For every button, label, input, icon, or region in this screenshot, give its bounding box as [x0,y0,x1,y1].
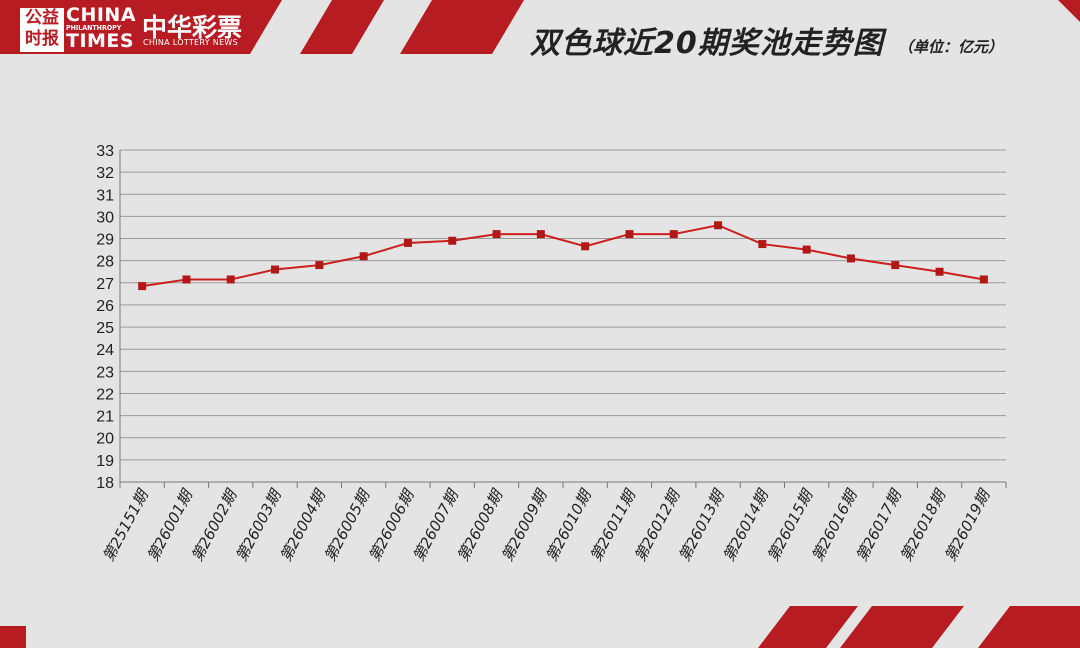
y-tick-label: 33 [96,143,114,160]
data-point [182,275,191,284]
y-tick-label: 27 [96,276,114,293]
chart-title: 双色球近20期奖池走势图 [530,26,884,61]
publisher-logo: 公益 时报 [18,6,66,54]
lottery-logo-subtitle: CHINA LOTTERY NEWS [143,38,239,47]
y-tick-label: 21 [96,409,114,426]
logo-en-line1: CHINA [66,4,137,26]
logo-box-top: 公益 [25,8,59,28]
data-point [403,238,412,247]
y-tick-label: 25 [96,320,114,337]
data-point [802,245,811,254]
y-tick-label: 20 [96,431,114,448]
data-point [714,221,723,230]
logo-box-bottom: 时报 [25,29,59,49]
data-point [935,267,944,276]
data-point [448,236,457,245]
data-point [536,230,545,239]
data-point [979,275,988,284]
logo-en-line3: TIMES [66,30,135,52]
data-point [138,282,147,291]
y-tick-label: 29 [96,232,114,249]
y-tick-label: 19 [96,453,114,470]
y-tick-label: 18 [96,475,114,492]
y-tick-label: 30 [96,209,114,226]
y-tick-label: 32 [96,165,114,182]
y-tick-label: 31 [96,187,114,204]
data-point [669,230,678,239]
footer-banner [0,606,1080,648]
data-point [758,240,767,249]
data-point [315,261,324,270]
data-point [492,230,501,239]
y-tick-label: 28 [96,254,114,271]
x-tick-label: 第26019期 [941,486,994,565]
y-tick-label: 26 [96,298,114,315]
data-point [581,242,590,251]
data-point [226,275,235,284]
data-point [846,254,855,263]
data-point [271,265,280,274]
data-point [891,261,900,270]
y-tick-label: 24 [96,342,114,359]
y-tick-label: 22 [96,386,114,403]
series-line [142,224,985,288]
data-point [359,252,368,261]
header-banner [0,0,1080,54]
line-chart: 18192021222324252627282930313233第25151期第… [96,143,1007,565]
y-tick-label: 23 [96,364,114,381]
data-point [625,230,634,239]
lottery-logo: 中华彩票 [142,13,243,42]
logo-en-line2: PHILANTHROPY [66,24,122,32]
unit-label: （单位：亿元） [898,38,1004,56]
